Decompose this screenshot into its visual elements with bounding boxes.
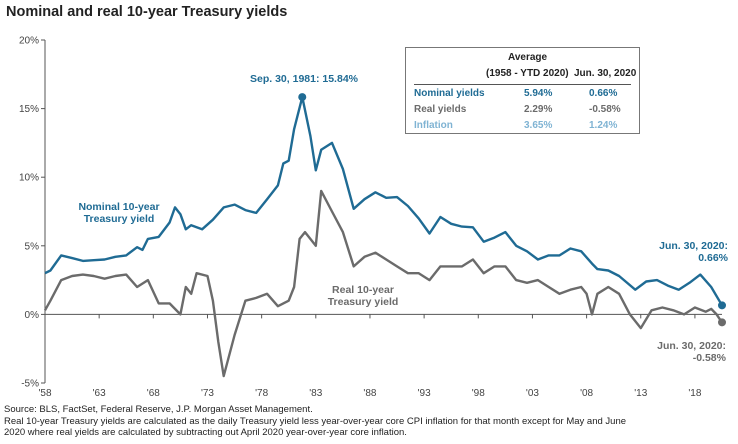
row-latest: -0.58% [589,104,621,115]
row-average: 2.29% [524,104,553,115]
end-real-marker [718,318,726,327]
y-tick-label: 0% [25,310,40,321]
x-tick-label: '18 [688,388,701,399]
peak-marker [298,93,307,102]
table-header-average: Average [508,52,548,63]
table-row-real: Real yields 2.29% -0.58% [406,104,639,120]
y-tick-label: 10% [19,173,39,184]
nominal-yield-line [44,95,724,306]
row-average: 5.94% [524,88,553,99]
x-tick-label: '13 [634,388,647,399]
footer: Source: BLS, FactSet, Federal Reserve, J… [4,404,734,439]
end-nominal-marker [718,301,726,310]
end-nominal-value: 0.66% [698,252,728,264]
real-series-label-2: Treasury yield [328,296,399,308]
x-tick-label: '58 [38,388,51,399]
x-tick-label: '03 [526,388,539,399]
x-tick-label: '83 [309,388,322,399]
end-real-label: Jun. 30, 2020: [657,340,726,352]
method-note-1: Real 10-year Treasury yields are calcula… [4,415,627,427]
row-average: 3.65% [524,120,553,131]
end-nominal-label: Jun. 30, 2020: [659,240,728,252]
source-note: Source: BLS, FactSet, Federal Reserve, J… [4,404,313,415]
table-header-period: (1958 - YTD 2020) [486,68,569,79]
table-header-date: Jun. 30, 2020 [574,68,637,79]
nominal-series-label: Nominal 10-year [78,201,159,213]
row-label: Nominal yields [414,88,485,99]
x-tick-label: '73 [201,388,214,399]
x-tick-label: '93 [418,388,431,399]
row-latest: 1.24% [589,120,618,131]
real-yield-line [43,189,723,378]
end-real-value: -0.58% [693,352,727,364]
x-tick-label: '63 [93,388,106,399]
table-row-nominal: Nominal yields 5.94% 0.66% [406,88,639,104]
x-tick-label: '98 [472,388,485,399]
x-tick-label: '88 [363,388,376,399]
stats-table: Average (1958 - YTD 2020) Jun. 30, 2020 … [405,47,640,134]
real-series-label: Real 10-year [332,284,394,296]
series-group [43,93,726,378]
peak-label: Sep. 30, 1981: 15.84% [250,73,359,85]
y-tick-label: 20% [19,36,39,47]
x-tick-label: '08 [580,388,593,399]
chart-title: Nominal and real 10-year Treasury yields [6,4,288,20]
nominal-series-label-2: Treasury yield [84,213,155,225]
y-tick-label: 15% [19,104,39,115]
y-tick-label: 5% [25,241,40,252]
table-row-inflation: Inflation 3.65% 1.24% [406,120,639,136]
x-tick-label: '68 [147,388,160,399]
row-label: Real yields [414,104,467,115]
annotations: Sep. 30, 1981: 15.84% Nominal 10-year Tr… [78,73,728,364]
table-divider [414,84,631,85]
method-note-2: 2020 where real yields are calculated by… [4,427,407,438]
row-label: Inflation [414,120,453,131]
chart-plot: 20% 15% 10% 5% 0% -5%'58 '63 '68 '73 '78 '83 '88 '93… [19,36,729,400]
x-tick-label: '78 [255,388,268,399]
axes: 20% 15% 10% 5% 0% -5%'58 '63 '68 '73 '78 '83 '88 '93… [19,36,722,399]
y-tick-label: -5% [21,379,39,390]
row-latest: 0.66% [589,88,618,99]
